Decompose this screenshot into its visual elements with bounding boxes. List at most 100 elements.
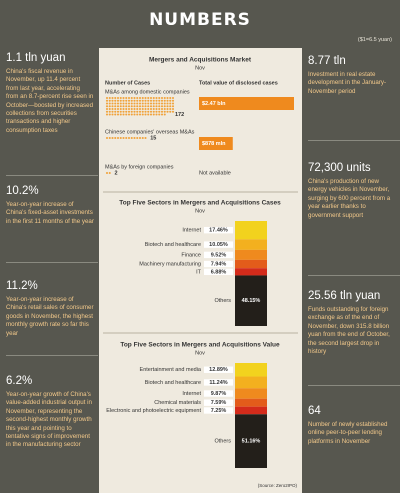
category-label: Internet xyxy=(182,228,201,234)
segment xyxy=(235,249,267,260)
stat-figure: 1.1 tln yuan xyxy=(6,52,66,64)
separator xyxy=(6,175,98,176)
dot xyxy=(127,113,131,116)
dot xyxy=(133,110,136,113)
dot xyxy=(163,110,166,113)
dot xyxy=(111,110,114,113)
dot xyxy=(133,113,136,116)
dot xyxy=(108,110,111,113)
dot xyxy=(149,105,153,108)
dot xyxy=(114,136,117,140)
dot xyxy=(136,113,139,116)
dot xyxy=(171,110,175,113)
dot xyxy=(130,99,133,102)
dot xyxy=(136,136,139,140)
dot xyxy=(125,105,128,108)
segment xyxy=(235,275,267,326)
dot xyxy=(152,96,155,100)
segment xyxy=(235,239,267,250)
dot xyxy=(108,171,111,175)
case-count: 15 xyxy=(150,135,156,141)
segment xyxy=(235,376,267,389)
dot xyxy=(116,113,120,116)
dot xyxy=(108,96,111,100)
dot xyxy=(147,110,150,113)
section-subtitle: Nov xyxy=(195,65,205,71)
dot xyxy=(152,110,155,113)
category-label: Entertainment and media xyxy=(140,367,202,373)
dot xyxy=(136,107,139,111)
dot xyxy=(116,105,120,108)
label-box xyxy=(204,251,233,259)
segment-label: 9.52% xyxy=(211,252,227,258)
separator xyxy=(6,262,98,263)
dot xyxy=(152,102,155,105)
dot xyxy=(125,102,128,105)
dot xyxy=(125,99,128,102)
dot xyxy=(111,99,114,102)
category-label: Others xyxy=(214,298,231,304)
dot xyxy=(147,99,150,102)
stat-text: Number of newly established online peer-… xyxy=(308,421,388,445)
dot xyxy=(163,107,166,111)
dot xyxy=(141,96,144,100)
row-label: M&As by foreign companies xyxy=(105,164,174,170)
case-count: 172 xyxy=(175,112,184,118)
dot xyxy=(114,96,117,100)
category-label: Others xyxy=(214,439,231,445)
dot xyxy=(111,107,114,111)
dot xyxy=(149,107,153,111)
stat-text: Year-on-year growth of China's value-add… xyxy=(6,391,92,449)
dot xyxy=(105,136,109,140)
dot xyxy=(144,105,147,108)
chart-subtitle: Nov xyxy=(195,350,205,356)
dot xyxy=(119,105,122,108)
dot xyxy=(122,113,125,116)
dot xyxy=(136,102,139,105)
dot xyxy=(160,107,164,111)
segment xyxy=(235,388,267,399)
dot xyxy=(114,105,117,108)
value-bar xyxy=(199,97,294,110)
label-box xyxy=(204,260,233,268)
stat: 8.77 tln Investment in real estate develo… xyxy=(308,55,396,96)
dot xyxy=(114,110,117,113)
segment-label: 7.59% xyxy=(211,400,227,406)
stat-text: Year-on-year increase of China's fixed-a… xyxy=(6,201,94,225)
dot xyxy=(105,107,109,111)
dot xyxy=(147,113,150,116)
category-label: Finance xyxy=(181,252,201,258)
dot xyxy=(116,110,120,113)
stat: 72,300 units China's production of new en… xyxy=(308,162,396,220)
dot xyxy=(144,96,147,100)
dot xyxy=(105,113,109,116)
segment xyxy=(235,259,267,269)
dot xyxy=(136,96,139,100)
column-label: Number of Cases xyxy=(105,80,150,86)
segment-label: 17.46% xyxy=(209,228,228,234)
dot xyxy=(144,102,147,105)
dot xyxy=(169,99,172,102)
dot xyxy=(125,113,128,116)
label-box xyxy=(204,268,233,276)
value-label: $878 mln xyxy=(202,141,226,147)
category-label: Biotech and healthcare xyxy=(145,242,201,248)
dot xyxy=(116,96,120,100)
dot xyxy=(158,113,161,116)
dot xyxy=(125,96,128,100)
right-column: 8.77 tln Investment in real estate develo… xyxy=(308,0,400,493)
dot xyxy=(127,99,131,102)
dot xyxy=(155,96,158,100)
dot xyxy=(108,99,111,102)
dot xyxy=(149,99,153,102)
category-label: Biotech and healthcare xyxy=(145,380,201,386)
dot xyxy=(111,136,114,140)
dot xyxy=(122,136,125,140)
label-box xyxy=(204,226,233,234)
dot xyxy=(127,102,131,105)
dot xyxy=(138,113,142,116)
dot xyxy=(127,96,131,100)
dot xyxy=(105,105,109,108)
dot xyxy=(114,113,117,116)
value-bar xyxy=(199,137,233,150)
